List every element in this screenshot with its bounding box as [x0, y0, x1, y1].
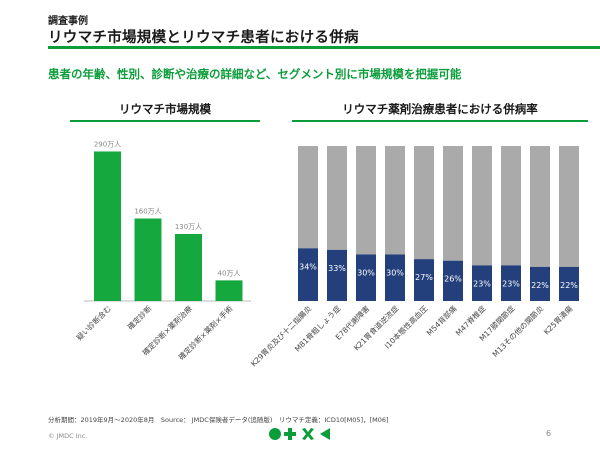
- market-bar: [94, 151, 121, 301]
- comorbidity-rest-bar: [559, 146, 579, 267]
- comorbidity-rest-bar: [443, 146, 463, 261]
- right-chart-title: リウマチ薬剤治療患者における併病率: [342, 102, 538, 116]
- jmdc-logo: [269, 428, 330, 440]
- comorbidity-rate-bar: [356, 254, 376, 301]
- comorbidity-category-label: K25胃潰瘍: [541, 303, 575, 337]
- comorbidity-rest-bar: [298, 146, 318, 249]
- market-bar-label: 130万人: [175, 223, 202, 231]
- comorbidity-rate-bar: [327, 249, 347, 301]
- plus-icon: [284, 428, 296, 440]
- comorbidity-rate-bar: [414, 259, 434, 301]
- triangle-icon: [320, 428, 330, 440]
- comorbidity-rate-label: 27%: [415, 273, 433, 282]
- left-chart-title: リウマチ市場規模: [119, 102, 211, 116]
- market-bar-label: 160万人: [134, 208, 161, 216]
- title-underline: [48, 46, 600, 49]
- comorbidity-rate-label: 34%: [299, 262, 317, 271]
- comorbidity-rate-bar: [472, 265, 492, 301]
- market-bar-label: 40万人: [218, 269, 241, 277]
- comorbidity-rate-bar: [530, 266, 550, 301]
- comorbidity-rate-bar: [385, 254, 405, 301]
- comorbidity-rate-label: 23%: [502, 279, 520, 288]
- comorbidity-rest-bar: [501, 146, 521, 266]
- comorbidity-category-label: M13その他の関節炎: [490, 303, 546, 359]
- market-bar: [215, 280, 243, 301]
- page-number: 6: [546, 429, 552, 438]
- market-bar: [175, 233, 202, 301]
- copyright: © JMDC Inc.: [48, 432, 88, 440]
- comorbidity-rate-bar: [443, 260, 463, 301]
- section-label: 調査事例: [48, 16, 88, 27]
- comorbidity-rest-bar: [472, 146, 492, 266]
- comorbidity-rate-label: 30%: [357, 269, 375, 278]
- comorbidity-rest-bar: [356, 146, 376, 255]
- footnote: 分析期間：2019年9月～2020年8月 Source： JMDC保険者データ(…: [48, 416, 389, 424]
- comorbidity-rate-bar: [298, 248, 318, 301]
- comorbidity-rate-label: 22%: [531, 281, 549, 290]
- right-chart-underline: [292, 120, 588, 122]
- comorbidity-rate-label: 26%: [444, 275, 462, 284]
- market-bar: [134, 218, 162, 301]
- comorbidity-rest-bar: [530, 146, 550, 267]
- comorbidity-rest-bar: [327, 146, 347, 250]
- page-title: リウマチ市場規模とリウマチ患者における併病: [48, 30, 359, 46]
- comorbidity-rate-label: 33%: [328, 264, 346, 273]
- market-bar-label: 290万人: [94, 140, 121, 148]
- comorbidity-rate-bar: [501, 265, 521, 301]
- comorbidity-rest-bar: [414, 146, 434, 260]
- comorbidity-rate-bar: [559, 266, 579, 301]
- comorbidity-category-label: M54背部痛: [424, 303, 459, 338]
- comorbidity-rest-bar: [385, 146, 405, 255]
- comorbidity-rate-label: 23%: [473, 279, 491, 288]
- comorbidity-rate-label: 22%: [560, 281, 578, 290]
- comorbidity-rate-label: 30%: [386, 269, 404, 278]
- circle-icon: [269, 428, 281, 440]
- cross-icon: [302, 428, 314, 440]
- left-chart-underline: [70, 120, 260, 122]
- page-subtitle: 患者の年齢、性別、診断や治療の詳細など、セグメント別に市場規模を把握可能: [48, 67, 462, 81]
